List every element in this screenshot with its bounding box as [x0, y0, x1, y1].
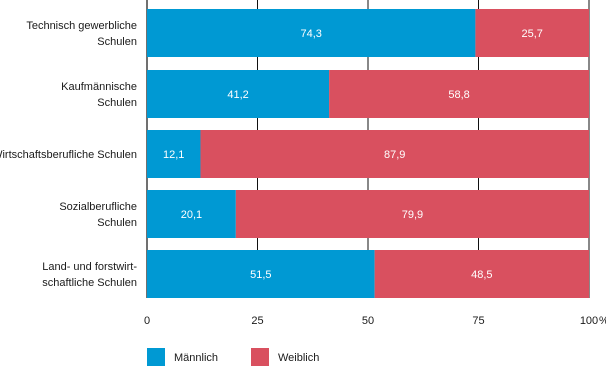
bar-weiblich-3 — [235, 190, 590, 238]
data-label-männlich-4: 51,5 — [250, 269, 271, 281]
category-label-3: Sozialberufliche Schulen — [59, 201, 137, 229]
legend-swatch-männlich — [147, 348, 165, 366]
bar-weiblich-1 — [329, 70, 589, 118]
bar-männlich-0 — [147, 9, 476, 57]
data-label-weiblich-2: 87,9 — [384, 149, 405, 161]
bar-männlich-4 — [147, 250, 375, 298]
legend-label-männlich: Männlich — [174, 352, 218, 364]
data-label-weiblich-1: 58,8 — [448, 89, 469, 101]
x-tick-label-25: 25 — [251, 315, 263, 327]
bar-weiblich-2 — [200, 130, 589, 178]
category-labels: Technisch gewerbliche Schulen Kaufmännisch… — [0, 20, 137, 289]
category-label-4: Land- und forstwirt-schaftliche Schulen — [42, 261, 137, 289]
data-label-weiblich-3: 79,9 — [402, 209, 423, 221]
category-label-0: Technisch gewerbliche Schulen — [26, 20, 137, 48]
bars: 74,3 25,7 41,2 58,8 12,1 87,9 20,1 79,9 51,5 48,5 — [147, 9, 590, 298]
x-tick-label-75: 75 — [472, 315, 484, 327]
bar-männlich-2 — [147, 130, 201, 178]
data-label-weiblich-4: 48,5 — [471, 269, 492, 281]
data-label-männlich-0: 74,3 — [300, 28, 321, 40]
data-label-weiblich-0: 25,7 — [521, 28, 542, 40]
x-axis-unit: % — [599, 315, 606, 327]
x-axis: 0 25 50 75 100% — [144, 315, 606, 327]
bar-männlich-3 — [147, 190, 236, 238]
bar-weiblich-0 — [475, 9, 589, 57]
data-label-männlich-2: 12,1 — [163, 149, 184, 161]
x-tick-label-0: 0 — [144, 315, 150, 327]
x-tick-label-50: 50 — [362, 315, 374, 327]
legend-swatch-weiblich — [251, 348, 269, 366]
legend-label-weiblich: Weiblich — [278, 352, 319, 364]
data-label-männlich-1: 41,2 — [227, 89, 248, 101]
bar-weiblich-4 — [374, 250, 589, 298]
category-label-1: Kaufmännische Schulen — [61, 81, 137, 109]
x-tick-label-100: 100 — [580, 315, 598, 327]
legend: Männlich Weiblich — [147, 348, 319, 366]
bar-männlich-1 — [147, 70, 330, 118]
category-label-2: Wirtschaftsberufliche Schulen — [0, 149, 137, 161]
data-label-männlich-3: 20,1 — [181, 209, 202, 221]
